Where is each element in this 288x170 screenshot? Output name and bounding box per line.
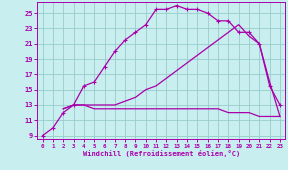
X-axis label: Windchill (Refroidissement éolien,°C): Windchill (Refroidissement éolien,°C) xyxy=(83,150,240,157)
